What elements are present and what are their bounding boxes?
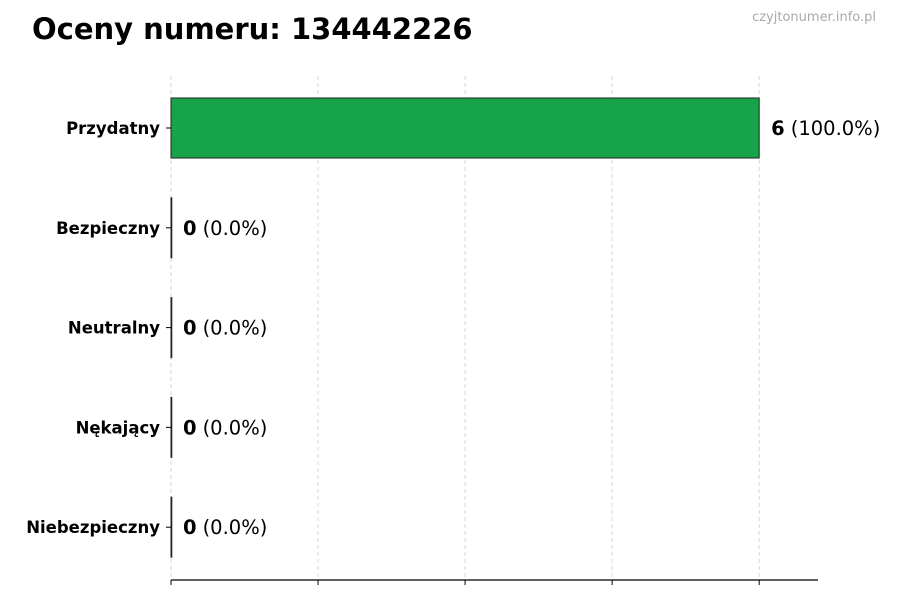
data-label-pct: (0.0%) xyxy=(203,516,268,539)
data-label-pct: (0.0%) xyxy=(203,416,268,439)
category-label: Niebezpieczny xyxy=(26,518,160,537)
data-label-count: 0 xyxy=(183,516,197,539)
data-label-pct: (0.0%) xyxy=(203,217,268,240)
data-label-pct: (100.0%) xyxy=(791,117,881,140)
category-label: Nękający xyxy=(76,418,161,437)
data-label-count: 0 xyxy=(183,217,197,240)
category-label: Neutralny xyxy=(68,319,160,338)
data-label: 6 (100.0%) xyxy=(771,117,880,140)
data-label-count: 6 xyxy=(771,117,785,140)
chart-title: Oceny numeru: 134442226 xyxy=(32,12,473,46)
data-label-count: 0 xyxy=(183,317,197,340)
data-label-count: 0 xyxy=(183,416,197,439)
bar xyxy=(170,396,173,458)
bar xyxy=(170,197,173,259)
data-label-pct: (0.0%) xyxy=(203,317,268,340)
data-label: 0 (0.0%) xyxy=(183,217,267,240)
category-label: Bezpieczny xyxy=(56,219,160,238)
data-label: 0 (0.0%) xyxy=(183,317,267,340)
bar xyxy=(170,297,173,359)
data-label: 0 (0.0%) xyxy=(183,416,267,439)
watermark: czyjtonumer.info.pl xyxy=(752,10,876,25)
bar xyxy=(170,97,760,159)
bar xyxy=(170,496,173,558)
data-label: 0 (0.0%) xyxy=(183,516,267,539)
category-label: Przydatny xyxy=(66,119,160,138)
